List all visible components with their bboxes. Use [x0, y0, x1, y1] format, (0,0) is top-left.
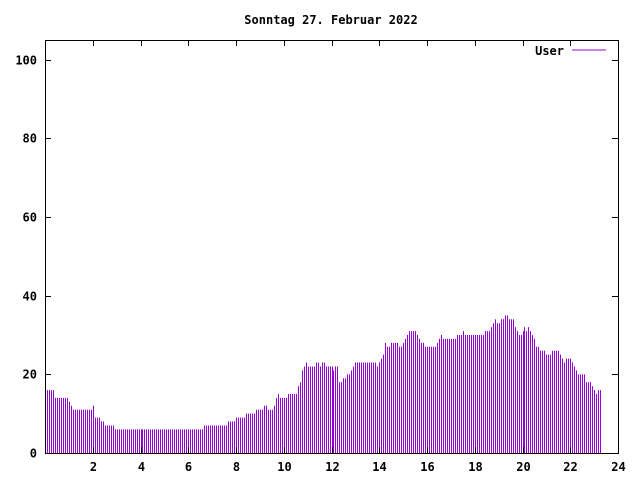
x-tick-label: 20 — [516, 460, 530, 474]
x-tick-label: 4 — [138, 460, 145, 474]
y-tick-label: 20 — [23, 368, 37, 382]
x-tick-label: 22 — [563, 460, 577, 474]
y-tick-label: 60 — [23, 211, 37, 225]
x-tick-label: 6 — [185, 460, 192, 474]
y-tick-label: 100 — [15, 54, 37, 68]
x-tick-label: 16 — [420, 460, 434, 474]
legend-label-user: User — [535, 44, 564, 58]
legend: User — [535, 44, 606, 58]
y-tick-label: 0 — [30, 447, 37, 461]
x-tick-label: 10 — [277, 460, 291, 474]
x-tick-label: 14 — [372, 460, 386, 474]
y-tick-label: 40 — [23, 290, 37, 304]
x-tick-label: 2 — [90, 460, 97, 474]
chart-title: Sonntag 27. Februar 2022 — [244, 13, 417, 27]
x-tick-label: 24 — [611, 460, 625, 474]
y-tick-label: 80 — [23, 132, 37, 146]
bars-layer — [45, 315, 601, 453]
x-tick-label: 8 — [233, 460, 240, 474]
x-tick-label: 12 — [325, 460, 339, 474]
x-tick-label: 18 — [468, 460, 482, 474]
